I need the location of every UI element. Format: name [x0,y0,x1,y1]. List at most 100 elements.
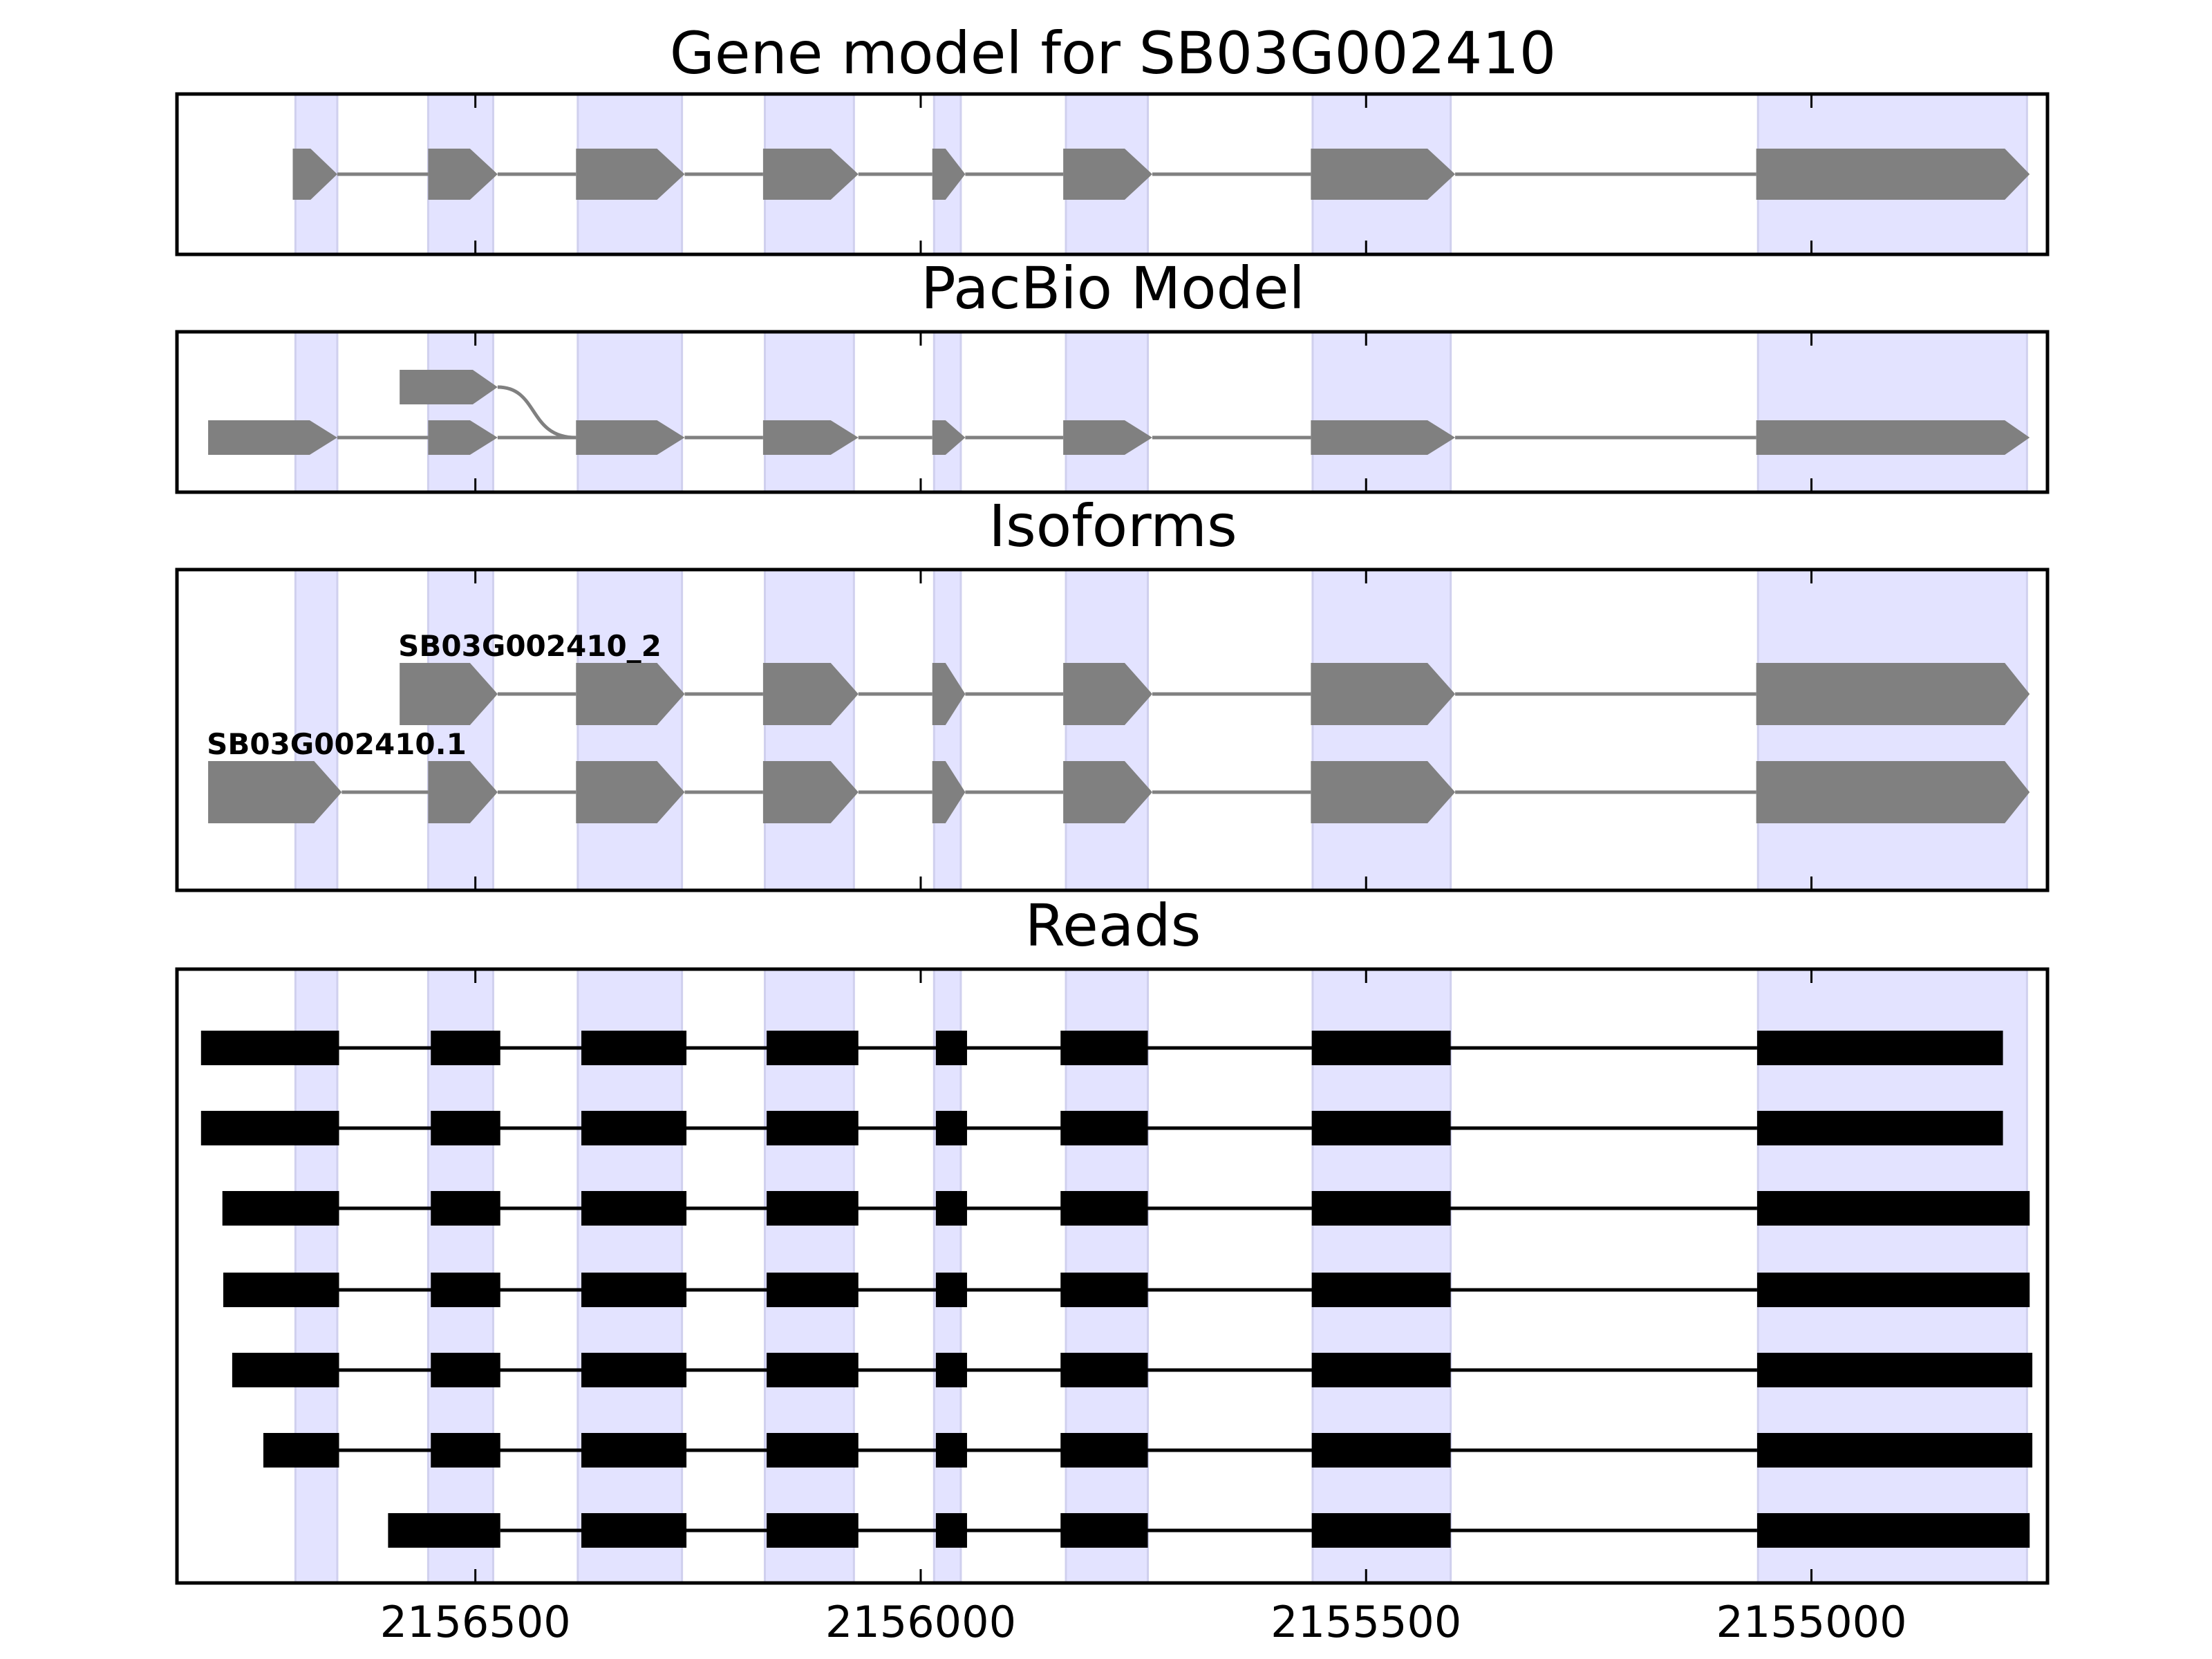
read-exon-block [1756,1513,2030,1548]
read-exon-block [1311,1433,1451,1468]
exon-block [428,149,498,200]
exon-shading-band [1311,330,1452,494]
read-exon-block [935,1031,967,1065]
read-exon-block [431,1353,500,1387]
exon-block [208,420,337,455]
read-exon-block [1756,1191,2030,1226]
reads-panel [175,967,2050,1585]
pacbio-model-panel [175,330,2050,494]
exon-block [400,663,498,725]
isoforms-frame [175,568,2050,892]
exon-block [932,149,966,200]
read-exon-block [200,1111,339,1145]
read-exon-block [581,1353,687,1387]
exon-shading-band [427,330,494,494]
read-exon-block [767,1433,859,1468]
exon-shading-band [1311,568,1452,892]
reads-title: Reads [1025,892,1201,959]
read-exon-block [1756,1433,2033,1468]
exon-block [1311,663,1456,725]
exon-block [576,420,685,455]
read-exon-block [581,1191,687,1226]
exon-block [1756,663,2030,725]
exon-shading-band [1756,568,2028,892]
exon-shading-band [1065,330,1150,494]
exon-block [1063,149,1152,200]
read-exon-block [1060,1273,1148,1307]
read-exon-block [1756,1031,2003,1065]
exon-block [400,370,498,404]
read-exon-block [1311,1031,1451,1065]
read-exon-block [1311,1273,1451,1307]
exon-block [292,149,337,200]
read-exon-block [223,1273,339,1307]
read-exon-block [935,1273,967,1307]
read-exon-block [1060,1031,1148,1065]
exon-block [1756,420,2030,455]
read-exon-block [1756,1353,2033,1387]
read-exon-block [767,1031,859,1065]
read-exon-block [1311,1191,1451,1226]
isoforms-title: Isoforms [988,492,1237,560]
exon-shading-band [932,568,962,892]
isoforms-panel: SB03G002410_2 SB03G002410.1 [175,568,2050,892]
exon-block [576,761,685,823]
exon-shading-band [932,330,962,494]
gene-model-panel [175,92,2050,256]
read-exon-block [431,1273,500,1307]
exon-shading-band [294,568,339,892]
read-exon-block [431,1433,500,1468]
exon-shading-band [577,568,684,892]
read-exon-block [232,1353,339,1387]
read-exon-block [222,1191,339,1226]
exon-block [1756,149,2030,200]
exon-block [762,149,859,200]
exon-shading-band [294,330,339,494]
x-axis-tick-labels: 2156500 2156000 2155500 2155000 [380,1597,1907,1647]
read-exon-block [767,1273,859,1307]
splice-junction-curve [497,385,577,440]
read-exon-block [581,1433,687,1468]
read-exon-block [1756,1111,2003,1145]
read-exon-block [581,1031,687,1065]
read-exon-block [1060,1191,1148,1226]
exon-block [428,761,498,823]
read-exon-block [431,1111,500,1145]
exon-block [208,761,342,823]
exon-block [762,663,859,725]
read-exon-block [935,1191,967,1226]
read-exon-block [581,1111,687,1145]
read-exon-block [767,1513,859,1548]
read-exon-block [935,1111,967,1145]
exon-block [1756,761,2030,823]
isoform-label: SB03G002410_2 [398,629,662,663]
exon-shading-band [1065,568,1150,892]
pacbio-model-title: PacBio Model [921,254,1305,322]
exon-block [1063,420,1152,455]
x-tick-label: 2156000 [825,1597,1016,1647]
exon-block [1311,149,1456,200]
read-exon-block [200,1031,339,1065]
read-exon-block [263,1433,339,1468]
read-exon-block [1311,1353,1451,1387]
exon-block [762,420,859,455]
read-exon-block [1311,1111,1451,1145]
isoform-label: SB03G002410.1 [207,727,467,761]
x-tick-label: 2155000 [1716,1597,1906,1647]
x-tick-label: 2155500 [1271,1597,1461,1647]
exon-block [1311,420,1456,455]
exon-block [428,420,498,455]
read-exon-block [767,1111,859,1145]
exon-block [762,761,859,823]
exon-block [1311,761,1456,823]
x-tick-label: 2156500 [380,1597,571,1647]
exon-block [932,663,966,725]
read-exon-block [1060,1433,1148,1468]
read-exon-block [1060,1513,1148,1548]
exon-block [1063,663,1152,725]
reads-frame [175,967,2050,1585]
read-exon-block [935,1433,967,1468]
read-exon-block [581,1273,687,1307]
exon-shading-band [763,330,855,494]
